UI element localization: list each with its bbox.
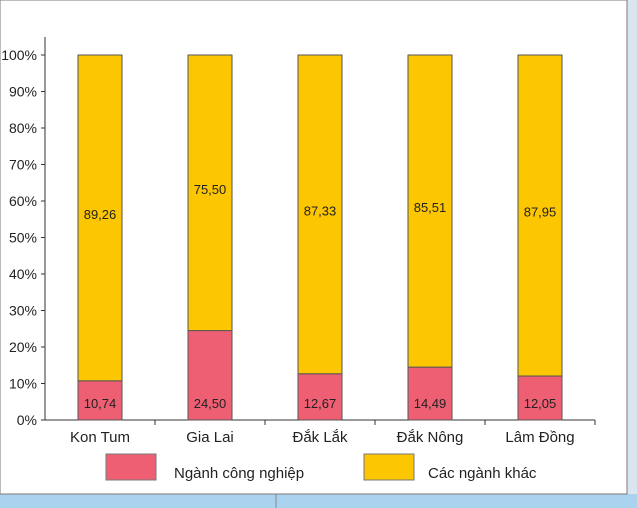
x-tick-label: Kon Tum	[70, 429, 130, 446]
data-label: 12,05	[524, 396, 557, 411]
y-tick-label: 100%	[1, 47, 37, 63]
data-label: 12,67	[304, 396, 337, 411]
y-tick-label: 10%	[9, 376, 37, 392]
bar-other	[187, 54, 233, 332]
y-tick-label: 40%	[9, 266, 37, 282]
data-label: 10,74	[84, 396, 117, 411]
bar-other	[297, 54, 343, 375]
legend-swatch-industry	[105, 453, 157, 481]
x-tick-label: Đắk Nông	[397, 429, 464, 446]
y-tick-label: 50%	[9, 230, 37, 246]
legend-label-industry: Ngành công nghiệp	[174, 465, 304, 482]
data-label: 87,95	[524, 205, 557, 220]
legend-swatch-other	[363, 453, 415, 481]
y-tick-label: 60%	[9, 193, 37, 209]
y-tick-label: 30%	[9, 303, 37, 319]
bar-other	[77, 54, 123, 382]
bar-other	[517, 54, 563, 377]
y-tick-label: 70%	[9, 157, 37, 173]
data-label: 24,50	[194, 396, 227, 411]
bar-industry	[517, 375, 563, 421]
y-tick-label: 20%	[9, 339, 37, 355]
y-tick-label: 90%	[9, 84, 37, 100]
bars: 10,74 89,26 24,50 75,50 12,67 87,33 14,49 85,51…	[77, 54, 563, 421]
x-tick-labels: Kon Tum Gia Lai Đắk Lắk Đắk Nông Lâm Đồng	[70, 429, 575, 446]
bar-industry	[407, 366, 453, 421]
x-tick-label: Gia Lai	[186, 429, 234, 446]
x-tick-label: Đắk Lắk	[292, 429, 348, 446]
data-label: 85,51	[414, 200, 447, 215]
data-label: 14,49	[414, 396, 447, 411]
data-label: 87,33	[304, 203, 337, 218]
legend-label-other: Các ngành khác	[428, 465, 537, 482]
legend: Ngành công nghiệp Các ngành khác	[105, 453, 537, 482]
bar-other	[407, 54, 453, 368]
y-tick-label: 0%	[17, 412, 37, 428]
axes: 0% 10% 20% 30% 40% 50% 60% 70% 80% 90% 100%	[1, 37, 596, 428]
y-tick-label: 80%	[9, 120, 37, 136]
data-label: 75,50	[194, 182, 227, 197]
x-tick-label: Lâm Đồng	[505, 429, 574, 446]
bar-industry	[187, 330, 233, 421]
bar-industry	[297, 373, 343, 421]
data-label: 89,26	[84, 207, 117, 222]
